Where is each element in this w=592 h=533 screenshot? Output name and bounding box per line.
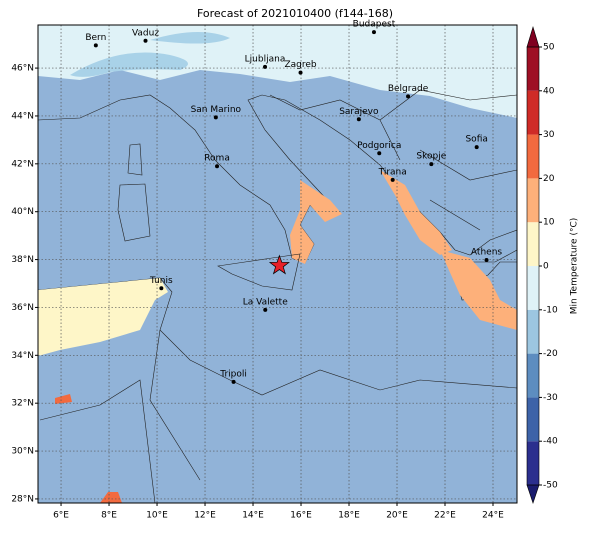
africa-hot bbox=[55, 394, 122, 503]
x-tick-label: 18°E bbox=[338, 511, 360, 521]
city-dot bbox=[377, 151, 382, 156]
city-label: Ljubljana bbox=[245, 54, 286, 64]
colorbar-tick-label: 30 bbox=[543, 130, 555, 140]
alps-cold bbox=[70, 31, 230, 77]
city-label: Tripoli bbox=[219, 369, 247, 379]
city-label: Budapest bbox=[353, 20, 396, 30]
colorbar-tick-label: -20 bbox=[543, 349, 558, 359]
colorbar-segment bbox=[527, 441, 539, 485]
city-label: Tunis bbox=[149, 276, 173, 286]
x-tick-label: 22°E bbox=[434, 511, 456, 521]
y-tick-label: 42°N bbox=[11, 159, 34, 169]
y-tick-label: 46°N bbox=[11, 64, 34, 74]
colorbar-tick-label: -40 bbox=[543, 437, 558, 447]
colorbar-segment bbox=[527, 309, 539, 354]
city-dot bbox=[298, 70, 303, 75]
city-dot bbox=[215, 164, 220, 169]
city-label: Sarajevo bbox=[339, 107, 379, 117]
x-tick-label: 10°E bbox=[146, 511, 168, 521]
city-label: Athens bbox=[471, 248, 502, 258]
colorbar-segment bbox=[527, 266, 539, 310]
north-cold bbox=[38, 25, 517, 118]
location-marker bbox=[268, 254, 290, 275]
y-tick-label: 32°N bbox=[11, 399, 34, 409]
colorbar-tick-label: -30 bbox=[543, 393, 558, 403]
y-tick-label: 38°N bbox=[11, 255, 34, 265]
x-tick-label: 20°E bbox=[386, 511, 408, 521]
colorbar-segment bbox=[527, 47, 539, 91]
title: Forecast of 2021010400 (f144-168) bbox=[197, 7, 393, 20]
city-label: Podgorica bbox=[357, 141, 401, 151]
city-label: La Valette bbox=[243, 297, 288, 307]
warm-patches bbox=[290, 170, 517, 330]
y-tick-label: 44°N bbox=[11, 111, 34, 121]
y-tick-label: 36°N bbox=[11, 303, 34, 313]
colorbar-segment bbox=[527, 178, 539, 223]
y-tick-label: 34°N bbox=[11, 351, 34, 361]
x-tick-label: 24°E bbox=[482, 511, 504, 521]
city-dot bbox=[263, 307, 268, 312]
city-dot bbox=[371, 30, 376, 35]
islands bbox=[117, 143, 151, 242]
city-dot bbox=[484, 258, 489, 263]
colorbar-segment bbox=[527, 222, 539, 266]
colorbar-segment bbox=[527, 134, 539, 179]
city-dot bbox=[263, 64, 268, 69]
city-dot bbox=[93, 43, 98, 48]
y-tick-label: 28°N bbox=[11, 494, 34, 504]
colorbar-segment bbox=[527, 353, 539, 398]
city-label: Zagreb bbox=[284, 60, 316, 70]
y-tick-label: 40°N bbox=[11, 207, 34, 217]
x-tick-label: 8°E bbox=[101, 511, 117, 521]
city-label: Tirana bbox=[378, 167, 407, 177]
x-tick-label: 14°E bbox=[242, 511, 264, 521]
colorbar-tick-label: 0 bbox=[543, 262, 549, 272]
city-dot bbox=[406, 94, 411, 99]
y-tick-label: 30°N bbox=[11, 447, 34, 457]
colorbar-tick-label: 10 bbox=[543, 218, 555, 228]
city-dot bbox=[231, 379, 236, 384]
colorbar-tick-label: -10 bbox=[543, 305, 558, 315]
colorbar-label: Min Temperature (°C) bbox=[570, 218, 580, 315]
colorbar-under bbox=[526, 484, 540, 504]
map-frame bbox=[37, 24, 518, 504]
colorbar-segment bbox=[527, 90, 539, 135]
colorbar-tick-label: 50 bbox=[543, 43, 555, 53]
map-area bbox=[38, 25, 517, 503]
city-label: Vaduz bbox=[132, 28, 159, 38]
colorbar-segment bbox=[527, 397, 539, 442]
city-label: Bern bbox=[85, 33, 106, 43]
city-dot bbox=[213, 115, 218, 120]
colorbar-over bbox=[526, 25, 540, 48]
city-dot bbox=[356, 117, 361, 122]
borders bbox=[39, 89, 517, 503]
africa-mild bbox=[38, 278, 168, 356]
city-dot bbox=[390, 177, 395, 182]
colorbar-tick-label: 40 bbox=[543, 86, 555, 96]
city-dot bbox=[474, 145, 479, 150]
city-label: Sofia bbox=[465, 135, 487, 145]
city-label: Roma bbox=[204, 154, 230, 164]
city-label: San Marino bbox=[191, 105, 242, 115]
x-tick-label: 6°E bbox=[53, 511, 69, 521]
city-dot bbox=[143, 38, 148, 43]
city-label: Skopje bbox=[416, 152, 446, 162]
city-dot bbox=[429, 162, 434, 167]
x-tick-label: 16°E bbox=[290, 511, 312, 521]
africa-land bbox=[38, 277, 517, 503]
x-tick-label: 12°E bbox=[194, 511, 216, 521]
city-dot bbox=[159, 286, 164, 291]
colorbar-tick-label: -50 bbox=[543, 481, 558, 491]
colorbar-tick-label: 20 bbox=[543, 174, 555, 184]
sicily bbox=[217, 253, 301, 291]
city-label: Belgrade bbox=[388, 84, 429, 94]
